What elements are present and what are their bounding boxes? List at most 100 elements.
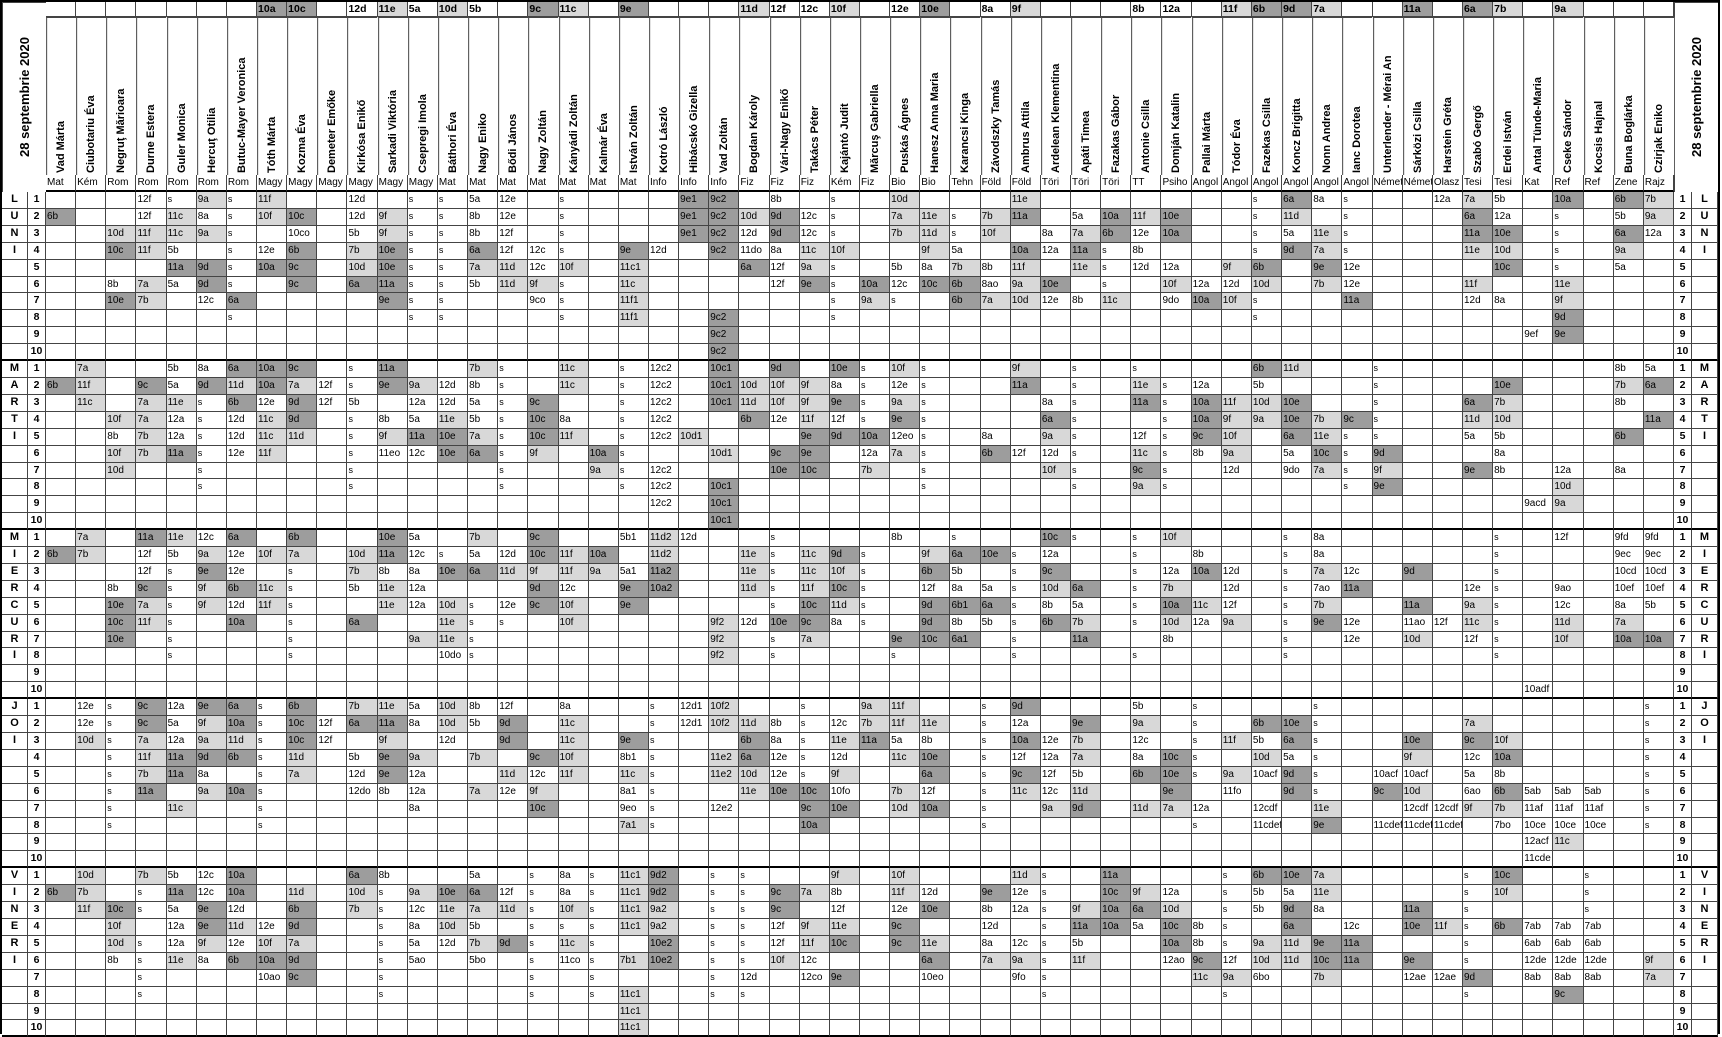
timetable-cell[interactable] <box>1523 1020 1554 1037</box>
timetable-cell[interactable] <box>1131 310 1162 328</box>
timetable-cell[interactable]: s <box>136 885 167 903</box>
timetable-cell[interactable] <box>1432 935 1463 953</box>
timetable-cell[interactable]: 12c <box>890 276 921 294</box>
timetable-cell[interactable] <box>588 766 619 784</box>
timetable-cell[interactable]: 12a <box>1191 377 1222 395</box>
timetable-cell[interactable]: 8a <box>196 766 227 784</box>
timetable-cell[interactable]: 11d <box>498 563 529 581</box>
timetable-cell[interactable]: 7b <box>136 766 167 784</box>
timetable-cell[interactable] <box>196 1003 227 1021</box>
timetable-cell[interactable] <box>1040 377 1072 395</box>
timetable-cell[interactable]: s <box>1131 563 1162 581</box>
timetable-cell[interactable] <box>1613 851 1644 869</box>
timetable-cell[interactable] <box>1583 749 1614 767</box>
timetable-cell[interactable] <box>407 969 438 987</box>
timetable-cell[interactable]: 10e <box>769 614 800 632</box>
timetable-cell[interactable] <box>166 344 197 362</box>
timetable-cell[interactable] <box>407 327 438 345</box>
timetable-cell[interactable]: 12ae <box>1432 969 1463 987</box>
timetable-cell[interactable] <box>528 851 559 869</box>
timetable-cell[interactable] <box>1101 952 1132 970</box>
timetable-cell[interactable] <box>1523 377 1554 395</box>
timetable-cell[interactable] <box>498 800 529 818</box>
timetable-cell[interactable]: 12d <box>1221 580 1252 598</box>
timetable-cell[interactable] <box>46 276 77 294</box>
timetable-cell[interactable]: 5b <box>1251 885 1283 903</box>
timetable-cell[interactable]: 9d <box>287 411 318 429</box>
timetable-cell[interactable]: 12cdf <box>1432 800 1463 818</box>
timetable-cell[interactable]: s <box>257 733 288 750</box>
timetable-cell[interactable]: 8a <box>1613 597 1644 615</box>
timetable-cell[interactable] <box>1071 969 1102 987</box>
timetable-cell[interactable] <box>317 834 348 852</box>
timetable-cell[interactable]: 9a <box>1221 614 1252 632</box>
timetable-cell[interactable] <box>769 310 800 328</box>
timetable-cell[interactable] <box>1040 699 1072 717</box>
timetable-cell[interactable] <box>166 293 197 311</box>
timetable-cell[interactable]: 10d <box>437 597 469 615</box>
timetable-cell[interactable]: 12e <box>226 445 258 463</box>
timetable-cell[interactable]: 5b <box>1251 733 1283 750</box>
timetable-cell[interactable]: 9a <box>859 699 891 717</box>
timetable-cell[interactable] <box>739 851 770 869</box>
timetable-cell[interactable]: 12e <box>498 192 529 209</box>
timetable-cell[interactable]: 9d <box>287 952 318 970</box>
timetable-cell[interactable]: 7b <box>347 902 378 919</box>
timetable-cell[interactable] <box>950 377 981 395</box>
timetable-cell[interactable]: s <box>1191 749 1222 767</box>
timetable-cell[interactable]: 7b <box>950 259 981 277</box>
timetable-cell[interactable] <box>1161 817 1192 835</box>
timetable-cell[interactable] <box>1221 192 1252 209</box>
timetable-cell[interactable] <box>1071 885 1102 903</box>
timetable-cell[interactable] <box>317 225 348 243</box>
timetable-cell[interactable] <box>1101 411 1132 429</box>
timetable-cell[interactable] <box>859 952 891 970</box>
timetable-cell[interactable]: 8ab <box>1523 969 1554 987</box>
timetable-cell[interactable] <box>829 631 860 649</box>
timetable-cell[interactable] <box>106 479 137 497</box>
timetable-cell[interactable] <box>1583 597 1614 615</box>
timetable-cell[interactable]: 9d <box>1010 699 1041 717</box>
timetable-cell[interactable]: s <box>1131 361 1162 378</box>
timetable-cell[interactable]: 10e2 <box>648 952 680 970</box>
timetable-cell[interactable]: s <box>196 479 227 497</box>
timetable-cell[interactable]: 9c <box>287 969 318 987</box>
timetable-cell[interactable] <box>859 834 891 852</box>
timetable-cell[interactable] <box>1161 513 1192 531</box>
timetable-cell[interactable] <box>588 310 619 328</box>
timetable-cell[interactable]: 7b <box>980 208 1011 226</box>
timetable-cell[interactable] <box>1221 310 1252 328</box>
timetable-cell[interactable] <box>920 834 951 852</box>
timetable-cell[interactable] <box>558 445 589 463</box>
timetable-cell[interactable] <box>1493 834 1524 852</box>
timetable-cell[interactable]: 6b <box>226 952 258 970</box>
timetable-cell[interactable]: 11af <box>1583 800 1614 818</box>
timetable-cell[interactable] <box>950 310 981 328</box>
timetable-cell[interactable] <box>106 496 137 514</box>
timetable-cell[interactable] <box>648 851 680 869</box>
timetable-cell[interactable]: 10d <box>437 699 469 717</box>
timetable-cell[interactable]: s <box>859 361 891 378</box>
timetable-cell[interactable]: 5b <box>347 394 378 412</box>
timetable-cell[interactable]: s <box>1643 699 1674 717</box>
timetable-cell[interactable]: 10a <box>226 885 258 903</box>
timetable-cell[interactable] <box>1462 682 1494 700</box>
timetable-cell[interactable]: s <box>1161 479 1192 497</box>
timetable-cell[interactable]: 10a <box>226 868 258 886</box>
timetable-cell[interactable]: 10a <box>1161 597 1192 615</box>
timetable-cell[interactable] <box>166 783 197 801</box>
timetable-cell[interactable]: 7b <box>890 225 921 243</box>
timetable-cell[interactable]: 12f <box>498 699 529 717</box>
timetable-cell[interactable] <box>618 716 649 733</box>
timetable-cell[interactable]: 9f <box>196 580 227 598</box>
timetable-cell[interactable] <box>950 665 981 683</box>
timetable-cell[interactable] <box>1071 496 1102 514</box>
timetable-cell[interactable]: s <box>1282 547 1313 564</box>
timetable-cell[interactable]: 12f <box>1010 445 1041 463</box>
timetable-cell[interactable]: 12c <box>407 445 438 463</box>
timetable-cell[interactable] <box>317 868 348 886</box>
timetable-cell[interactable] <box>920 918 951 936</box>
timetable-cell[interactable] <box>1583 394 1614 412</box>
timetable-cell[interactable] <box>1161 648 1192 666</box>
timetable-cell[interactable]: 12eo <box>890 428 921 446</box>
